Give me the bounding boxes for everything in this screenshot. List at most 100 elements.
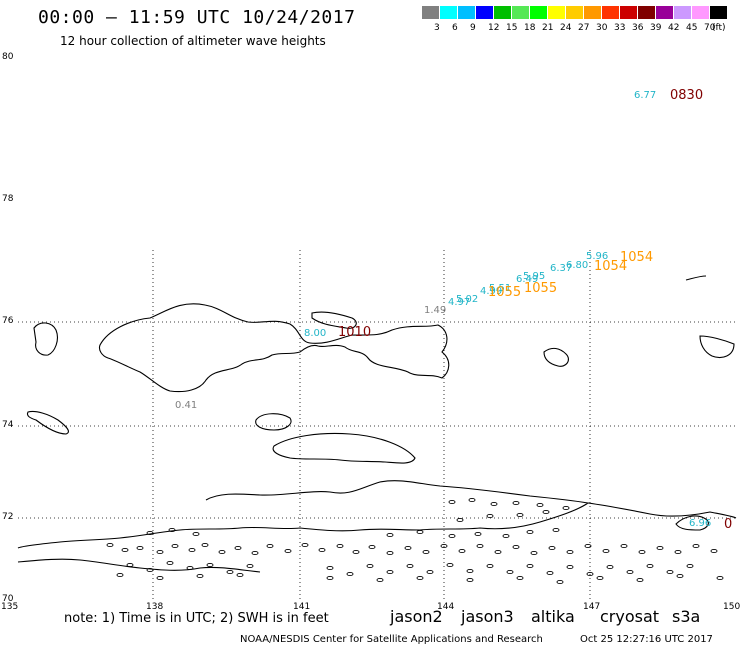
map-title: 00:00 – 11:59 UTC 10/24/2017 <box>38 7 356 28</box>
lake-outline <box>116 572 124 578</box>
lake-outline <box>186 565 194 571</box>
lon-label-135: 135 <box>1 602 19 612</box>
scale-label: 24 <box>560 23 572 33</box>
lake-outline <box>552 527 560 533</box>
scale-label: 70 <box>704 23 716 33</box>
scale-label: 21 <box>542 23 554 33</box>
lake-outline <box>121 547 129 553</box>
observation-label: 1055 <box>488 285 521 300</box>
scale-label: 45 <box>686 23 698 33</box>
scale-label: 42 <box>668 23 680 33</box>
lake-outline <box>586 571 594 577</box>
observation-label: 0 <box>724 517 732 532</box>
lake-outline <box>666 569 674 575</box>
coastline-island-east-a <box>543 347 569 367</box>
graticule <box>18 250 735 600</box>
lake-outline <box>584 543 592 549</box>
lat-label-80: 80 <box>2 52 14 62</box>
lake-outline <box>716 575 724 581</box>
coastline-mainland-2 <box>17 558 261 573</box>
observation-label: 5.51 <box>489 283 511 294</box>
scale-label: 18 <box>524 23 536 33</box>
lake-outline <box>602 548 610 554</box>
scale-swatch <box>458 6 475 19</box>
observation-label: 5.02 <box>456 294 478 305</box>
scale-label: 15 <box>506 23 518 33</box>
lake-outline <box>206 562 214 568</box>
lake-outline <box>266 543 274 549</box>
lake-outline <box>512 544 520 550</box>
tundra-lakes <box>106 497 724 585</box>
lat-label-72: 72 <box>2 512 14 522</box>
coastline-kotelny-north <box>311 311 357 329</box>
scale-label: 39 <box>650 23 662 33</box>
lake-outline <box>530 550 538 556</box>
lake-outline <box>710 548 718 554</box>
lake-outline <box>336 543 344 549</box>
scale-swatch <box>512 6 529 19</box>
lake-outline <box>416 529 424 535</box>
lake-outline <box>474 531 482 537</box>
coastline-east-cape <box>675 515 709 531</box>
lake-outline <box>458 548 466 554</box>
lake-outline <box>156 549 164 555</box>
observation-label: 6.37 <box>550 263 572 274</box>
lake-outline <box>674 549 682 555</box>
lake-outline <box>171 543 179 549</box>
lake-outline <box>676 573 684 579</box>
lake-outline <box>606 564 614 570</box>
coastline-new-siberian-islands <box>98 303 450 393</box>
lake-outline <box>284 548 292 554</box>
lake-outline <box>692 543 700 549</box>
lake-outline <box>368 544 376 550</box>
scale-label: 27 <box>578 23 590 33</box>
legend-cryosat: cryosat <box>600 607 660 626</box>
scale-swatch <box>548 6 565 19</box>
lake-outline <box>468 497 476 503</box>
observation-label: 0.41 <box>175 400 197 411</box>
lake-outline <box>548 545 556 551</box>
observation-label: 5.96 <box>586 251 608 262</box>
observation-label: 1010 <box>338 325 371 340</box>
lake-outline <box>201 542 209 548</box>
scale-label: 36 <box>632 23 644 33</box>
scale-label: 9 <box>470 23 476 33</box>
lake-outline <box>386 569 394 575</box>
lake-outline <box>440 543 448 549</box>
lake-outline <box>326 575 334 581</box>
lake-outline <box>156 575 164 581</box>
lake-outline <box>426 569 434 575</box>
observation-label: 8.00 <box>304 328 326 339</box>
lat-label-78: 78 <box>2 194 14 204</box>
coastline-lyakhovsky-large <box>272 433 416 464</box>
lake-outline <box>502 533 510 539</box>
scale-label: 33 <box>614 23 626 33</box>
lake-outline <box>416 575 424 581</box>
observation-label: 5.95 <box>523 271 545 282</box>
lake-outline <box>218 549 226 555</box>
lake-outline <box>486 563 494 569</box>
lake-outline <box>566 549 574 555</box>
lake-outline <box>546 570 554 576</box>
scale-swatch <box>602 6 619 19</box>
lake-outline <box>422 549 430 555</box>
coastline-east-shore <box>587 502 737 519</box>
scale-swatch <box>620 6 637 19</box>
lake-outline <box>166 560 174 566</box>
lake-outline <box>620 543 628 549</box>
lake-outline <box>346 571 354 577</box>
scale-label: (ft) <box>712 23 726 33</box>
lake-outline <box>516 575 524 581</box>
scale-label: 3 <box>434 23 440 33</box>
lake-outline <box>234 545 242 551</box>
lake-outline <box>562 505 570 511</box>
lake-outline <box>366 563 374 569</box>
lake-outline <box>301 542 309 548</box>
observation-label: 0830 <box>670 88 703 103</box>
scale-swatch <box>692 6 709 19</box>
lake-outline <box>656 545 664 551</box>
lake-outline <box>318 547 326 553</box>
observation-label: 1054 <box>620 250 653 265</box>
lake-outline <box>542 509 550 515</box>
